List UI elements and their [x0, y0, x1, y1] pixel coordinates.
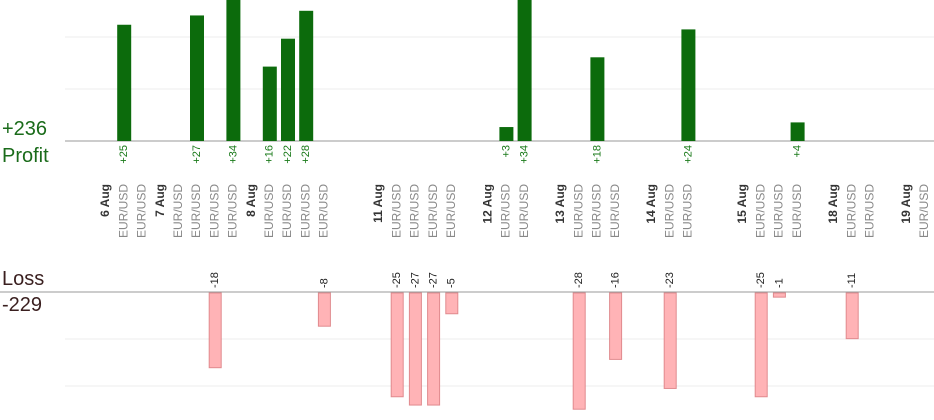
bars [117, 0, 859, 410]
pair-tick-label: EUR/USD [662, 184, 676, 238]
date-tick-label: 7 Aug [153, 184, 167, 217]
loss-bar [390, 292, 404, 398]
loss-bar [572, 292, 586, 410]
pair-tick-label: EUR/USD [207, 184, 221, 238]
loss-value-label: -5 [446, 278, 458, 288]
loss-value-label: -11 [846, 273, 858, 288]
pair-tick-label: EUR/USD [444, 184, 458, 238]
profit-total: +236 [2, 118, 48, 140]
loss-value-label: -16 [610, 272, 622, 288]
profit-label: Profit [2, 145, 49, 167]
loss-bar [208, 292, 222, 369]
pair-tick-label: EUR/USD [790, 184, 804, 238]
date-tick-label: 15 Aug [735, 184, 749, 224]
date-tick-label: 6 Aug [98, 184, 112, 217]
pair-tick-label: EUR/USD [189, 184, 203, 238]
profit-bar [299, 10, 314, 141]
pair-tick-label: EUR/USD [226, 184, 240, 238]
profit-bar [262, 66, 277, 141]
loss-value-label: -28 [573, 272, 585, 288]
profit-bar [517, 0, 532, 142]
loss-label: Loss [2, 268, 45, 290]
pair-tick-label: EUR/USD [317, 184, 331, 238]
pair-tick-label: EUR/USD [844, 184, 858, 238]
date-tick-label: 13 Aug [553, 184, 567, 224]
profit-bar [681, 29, 696, 141]
pair-tick-label: EUR/USD [426, 184, 440, 238]
profit-value-label: +3 [500, 145, 512, 158]
loss-value-label: -27 [409, 272, 421, 288]
date-tick-label: 19 Aug [899, 184, 913, 224]
profit-value-label: +28 [300, 145, 312, 164]
profit-value-label: +34 [519, 145, 531, 164]
pair-tick-label: EUR/USD [917, 184, 931, 238]
date-tick-label: 8 Aug [244, 184, 258, 217]
pair-tick-label: EUR/USD [517, 184, 531, 238]
pair-tick-label: EUR/USD [135, 184, 149, 238]
loss-bar [609, 292, 623, 360]
pair-tick-label: EUR/USD [590, 184, 604, 238]
loss-bar [427, 292, 441, 406]
pair-tick-label: EUR/USD [863, 184, 877, 238]
loss-bar [663, 292, 677, 389]
loss-bar [754, 292, 768, 398]
loss-value-label: -25 [755, 272, 767, 288]
profit-value-label: +24 [682, 145, 694, 164]
date-tick-label: 18 Aug [826, 184, 840, 224]
loss-value-label: -25 [391, 272, 403, 288]
pair-tick-label: EUR/USD [772, 184, 786, 238]
date-tick-label: 12 Aug [480, 184, 494, 224]
loss-bar [408, 292, 422, 406]
loss-value-label: -8 [318, 278, 330, 288]
pair-tick-label: EUR/USD [389, 184, 403, 238]
profit-bar [190, 15, 204, 142]
pair-tick-label: EUR/USD [571, 184, 585, 238]
loss-value-label: -23 [664, 272, 676, 288]
loss-value-label: -18 [209, 272, 221, 288]
profit-value-label: +22 [282, 145, 294, 164]
profit-bar [117, 24, 132, 141]
profit-bar [226, 0, 241, 142]
loss-total: -229 [2, 294, 43, 316]
pair-tick-label: EUR/USD [753, 184, 767, 238]
labels: 6 Aug 7 Aug 8 Aug 11 Aug 12 Aug 13 Aug 14 Aug 1… [98, 145, 931, 288]
date-tick-label: 14 Aug [644, 184, 658, 224]
loss-bar [772, 292, 786, 298]
loss-bar [317, 292, 331, 327]
pair-tick-label: EUR/USD [499, 184, 513, 238]
date-tick-label: 11 Aug [371, 184, 385, 223]
profit-value-label: +4 [792, 145, 804, 158]
profit-bar [790, 122, 805, 141]
profit-value-label: +27 [191, 145, 203, 164]
pair-tick-label: EUR/USD [298, 184, 312, 238]
profit-bar [281, 38, 295, 142]
pair-tick-label: EUR/USD [262, 184, 276, 238]
pair-tick-label: EUR/USD [681, 184, 695, 238]
loss-value-label: -27 [428, 272, 440, 288]
profit-bar [590, 57, 605, 141]
profit-value-label: +25 [118, 145, 130, 164]
pair-tick-label: EUR/USD [171, 184, 185, 238]
loss-bar [445, 292, 459, 315]
pair-tick-label: EUR/USD [280, 184, 294, 238]
loss-value-label: -1 [773, 278, 785, 288]
loss-bar [845, 292, 859, 340]
profit-value-label: +18 [591, 145, 603, 164]
profit-bar [499, 127, 514, 141]
pair-tick-label: EUR/USD [408, 184, 422, 238]
profit-value-label: +34 [227, 145, 239, 164]
pair-tick-label: EUR/USD [116, 184, 130, 238]
pair-tick-label: EUR/USD [608, 184, 622, 238]
profit-value-label: +16 [264, 145, 276, 164]
